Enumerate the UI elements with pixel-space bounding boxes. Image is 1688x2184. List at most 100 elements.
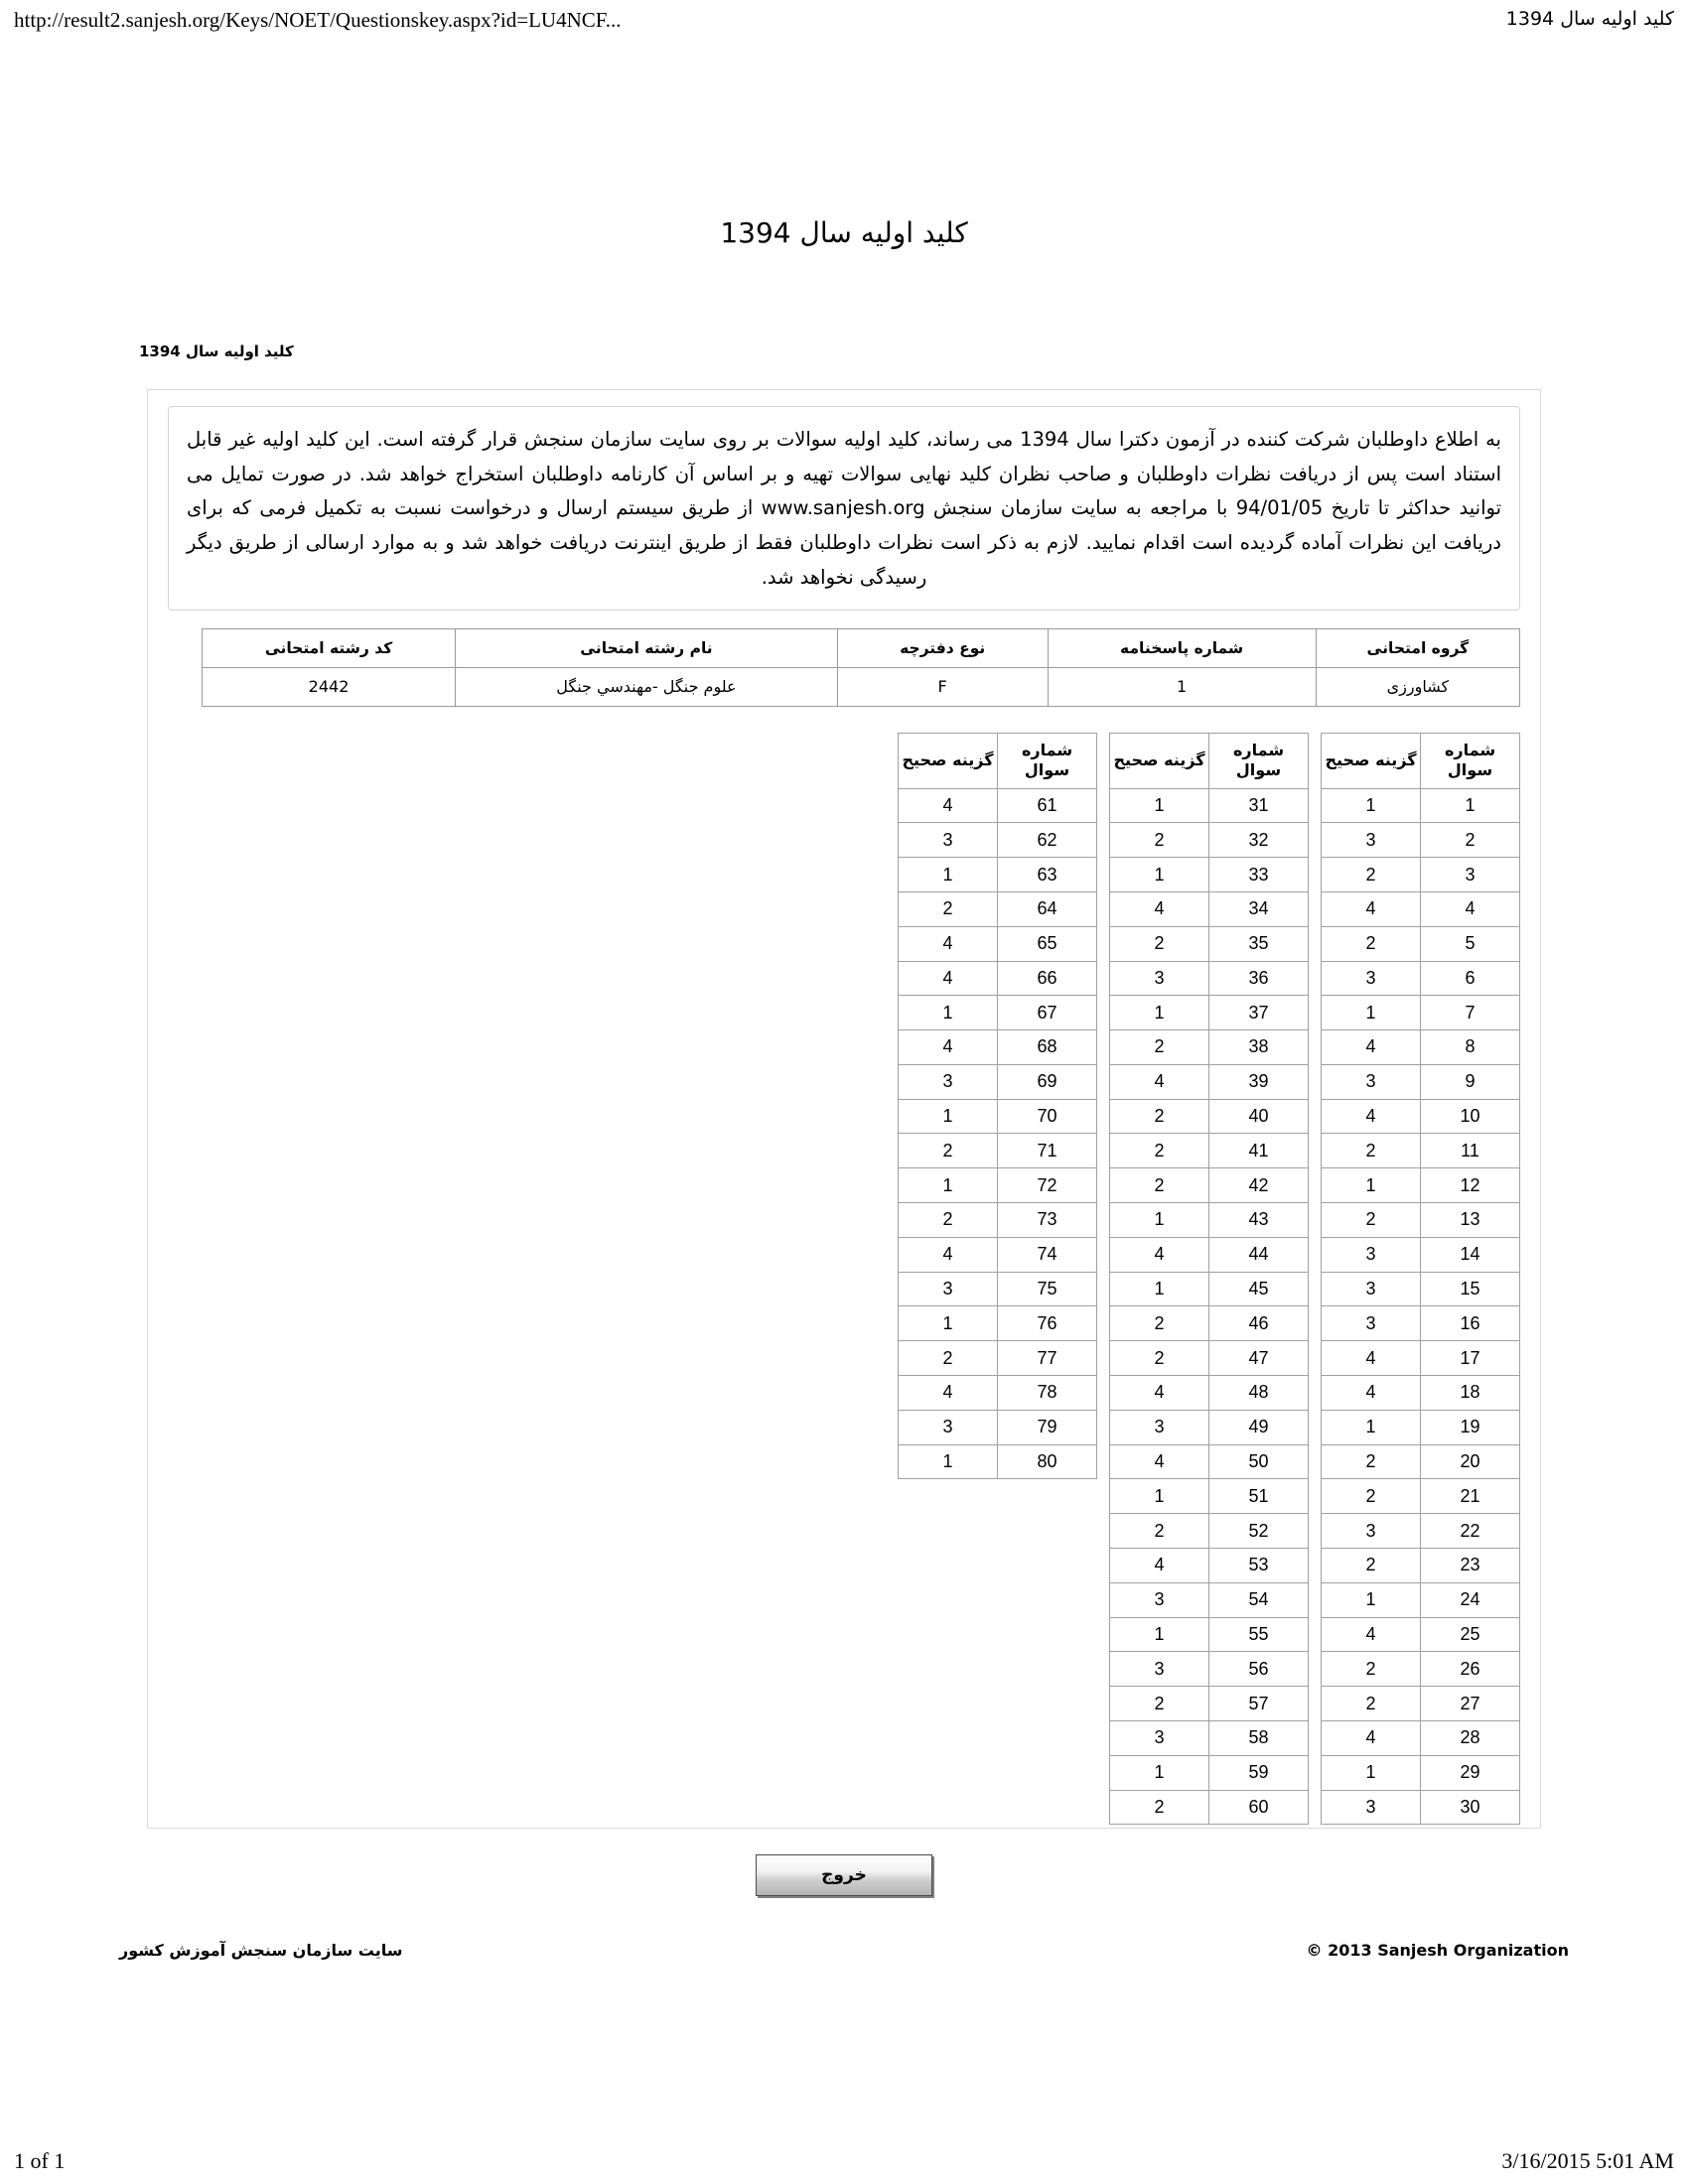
correct-option: 3 — [1321, 1063, 1421, 1100]
correct-option: 2 — [1321, 857, 1421, 892]
question-number: 20 — [1420, 1443, 1520, 1480]
table-row: 39 4 — [1109, 1063, 1309, 1100]
table-row: 33 1 — [1109, 857, 1309, 892]
question-number: 34 — [1208, 890, 1309, 927]
exam-info-table: گروه امتحانی شماره پاسخنامه نوع دفترچه ن… — [201, 627, 1521, 707]
table-row: 80 1 — [898, 1443, 1097, 1480]
correct-option: 4 — [1321, 1720, 1421, 1756]
question-number: 52 — [1208, 1513, 1309, 1550]
question-number: 53 — [1208, 1548, 1309, 1583]
question-number: 66 — [997, 960, 1097, 997]
correct-option: 2 — [1109, 1686, 1209, 1722]
table-row: 75 3 — [898, 1271, 1097, 1307]
table-row: 56 3 — [1109, 1651, 1309, 1688]
question-number: 30 — [1420, 1789, 1520, 1826]
table-row: 62 3 — [898, 822, 1097, 859]
table-row: 45 1 — [1109, 1271, 1309, 1307]
question-number: 33 — [1208, 857, 1309, 892]
question-number: 6 — [1420, 960, 1520, 997]
table-row: 55 1 — [1109, 1616, 1309, 1653]
print-header-url: http://result2.sanjesh.org/Keys/NOET/Que… — [14, 8, 622, 32]
answer-key-tables: شماره سوال گزینه صحیح 1 1 2 3 3 2 4 4 5 2 6 3 7 1 8 4 9 3 10… — [148, 732, 1540, 1826]
correct-option: 3 — [1321, 1513, 1421, 1550]
header-answer-sheet-number: شماره پاسخنامه — [1047, 627, 1317, 668]
question-number: 79 — [997, 1409, 1097, 1445]
question-number: 61 — [997, 787, 1097, 824]
correct-option: 1 — [1321, 1754, 1421, 1791]
correct-option: 4 — [898, 1236, 998, 1273]
correct-option: 4 — [1321, 890, 1421, 927]
table-row: 18 4 — [1321, 1375, 1520, 1411]
table-row: 48 4 — [1109, 1375, 1309, 1411]
table-row: 65 4 — [898, 925, 1097, 962]
correct-option: 1 — [1321, 1581, 1421, 1618]
question-number: 38 — [1208, 1029, 1309, 1065]
question-number: 10 — [1420, 1098, 1520, 1135]
header-question-number: شماره سوال — [1208, 732, 1309, 789]
table-row: 64 2 — [898, 890, 1097, 927]
correct-option: 2 — [1109, 1340, 1209, 1377]
correct-option: 2 — [1109, 1513, 1209, 1550]
question-number: 2 — [1420, 822, 1520, 859]
question-number: 36 — [1208, 960, 1309, 997]
correct-option: 2 — [898, 1340, 998, 1377]
value-answer-sheet-number: 1 — [1047, 666, 1317, 707]
question-number: 15 — [1420, 1271, 1520, 1307]
correct-option: 4 — [1321, 1098, 1421, 1135]
question-number: 68 — [997, 1029, 1097, 1065]
header-question-number: شماره سوال — [1420, 732, 1520, 789]
table-row: 21 2 — [1321, 1478, 1520, 1515]
table-row: 44 4 — [1109, 1236, 1309, 1273]
correct-option: 2 — [1109, 1133, 1209, 1169]
header-correct-option: گزینه صحیح — [1321, 732, 1421, 789]
question-number: 67 — [997, 995, 1097, 1031]
header-question-number: شماره سوال — [997, 732, 1097, 789]
correct-option: 2 — [1321, 925, 1421, 962]
question-number: 75 — [997, 1271, 1097, 1307]
correct-option: 3 — [1321, 960, 1421, 997]
table-row: 73 2 — [898, 1202, 1097, 1238]
answer-key-table-3: شماره سوال گزینه صحیح 61 4 62 3 63 1 64 2 65 4 66 4 67… — [898, 732, 1097, 1480]
table-header-row: شماره سوال گزینه صحیح — [898, 732, 1097, 789]
header-correct-option: گزینه صحیح — [898, 732, 998, 789]
correct-option: 3 — [898, 1271, 998, 1307]
question-number: 47 — [1208, 1340, 1309, 1377]
question-number: 12 — [1420, 1167, 1520, 1204]
correct-option: 1 — [898, 995, 998, 1031]
correct-option: 4 — [898, 960, 998, 997]
exit-button[interactable]: خروج — [756, 1854, 932, 1896]
question-number: 76 — [997, 1305, 1097, 1342]
correct-option: 3 — [1109, 1720, 1209, 1756]
correct-option: 2 — [898, 1202, 998, 1238]
correct-option: 2 — [1109, 1305, 1209, 1342]
question-number: 50 — [1208, 1443, 1309, 1480]
question-number: 35 — [1208, 925, 1309, 962]
question-number: 57 — [1208, 1686, 1309, 1722]
exit-button-container: خروج — [0, 1854, 1688, 1896]
table-row: 20 2 — [1321, 1443, 1520, 1480]
question-number: 49 — [1208, 1409, 1309, 1445]
question-number: 72 — [997, 1167, 1097, 1204]
correct-option: 2 — [1109, 925, 1209, 962]
correct-option: 3 — [898, 822, 998, 859]
question-number: 17 — [1420, 1340, 1520, 1377]
question-number: 1 — [1420, 787, 1520, 824]
question-number: 3 — [1420, 857, 1520, 892]
correct-option: 3 — [1109, 1581, 1209, 1618]
table-header-row: شماره سوال گزینه صحیح — [1321, 732, 1520, 789]
table-row: 69 3 — [898, 1063, 1097, 1100]
question-number: 24 — [1420, 1581, 1520, 1618]
correct-option: 1 — [898, 857, 998, 892]
question-number: 42 — [1208, 1167, 1309, 1204]
table-row: 67 1 — [898, 995, 1097, 1031]
correct-option: 2 — [1321, 1443, 1421, 1480]
value-exam-group: کشاورزی — [1315, 666, 1521, 707]
question-number: 23 — [1420, 1548, 1520, 1583]
table-row: 53 4 — [1109, 1548, 1309, 1583]
correct-option: 1 — [1109, 1616, 1209, 1653]
